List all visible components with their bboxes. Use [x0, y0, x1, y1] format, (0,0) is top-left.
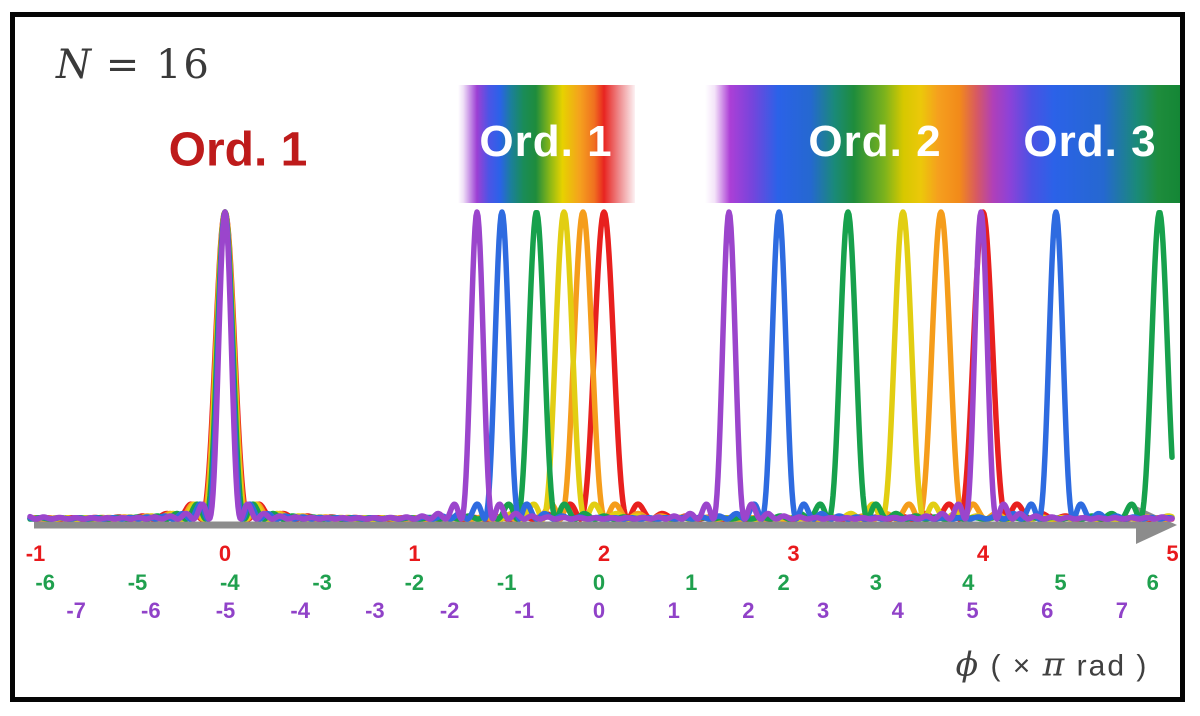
tick-label-violet-scale: 5	[966, 598, 979, 623]
tick-label-violet-scale: 1	[667, 598, 680, 623]
tick-label-green-scale: -2	[404, 570, 425, 595]
spectrum-bar-order-1-spectrum: Ord. 1	[458, 85, 635, 203]
axis-units-close: rad )	[1066, 649, 1149, 683]
tick-label-violet-scale: -2	[439, 598, 460, 623]
tick-label-green-scale: 0	[592, 570, 606, 595]
tick-label-green-scale: -4	[220, 570, 240, 595]
tick-label-violet-scale: 0	[592, 598, 606, 623]
axis-units-open: ( ×	[980, 649, 1043, 683]
tick-label-red-scale: 4	[976, 541, 990, 566]
n-symbol: N	[56, 42, 91, 88]
spectrum-bar-order-2-3-overlap-spectrum: Ord. 2 Ord. 3	[705, 85, 1185, 203]
tick-label-red-scale: -1	[25, 541, 46, 566]
tick-label-green-scale: -3	[312, 570, 332, 595]
tick-label-green-scale: 4	[962, 570, 975, 595]
tick-label-red-scale: 3	[787, 541, 800, 566]
tick-label-violet-scale: -7	[66, 598, 86, 623]
tick-label-violet-scale: -1	[514, 598, 535, 623]
tick-label-violet-scale: 2	[742, 598, 755, 623]
tick-label-red-scale: 2	[597, 541, 611, 566]
x-axis-title: ϕ ( × π rad )	[956, 645, 1149, 684]
spectrum-bar-label: Ord. 1	[479, 117, 613, 166]
tick-label-red-scale: 1	[408, 541, 421, 566]
tick-label-violet-scale: -4	[290, 598, 310, 623]
spectrum-bar-label: Ord. 2	[808, 117, 942, 166]
tick-label-green-scale: 6	[1146, 570, 1159, 595]
tick-label-violet-scale: -5	[215, 598, 236, 623]
tick-label-green-scale: -6	[35, 570, 55, 595]
tick-label-red-scale: 0	[218, 541, 232, 566]
n-value: = 16	[91, 42, 211, 88]
tick-label-red-scale: 5	[1166, 541, 1179, 566]
tick-label-green-scale: 2	[777, 570, 790, 595]
phi-symbol: ϕ	[955, 644, 981, 684]
tick-label-violet-scale: -6	[141, 598, 161, 623]
tick-label-green-scale: 1	[685, 570, 698, 595]
tick-label-violet-scale: 4	[891, 598, 904, 623]
curve-violet	[27, 209, 1175, 522]
pi-symbol: π	[1042, 644, 1067, 684]
tick-label-violet-scale: 6	[1041, 598, 1054, 623]
spectrum-bar-label: Ord. 3	[1023, 117, 1157, 166]
tick-label-violet-scale: 7	[1115, 598, 1129, 623]
tick-label-green-scale: 3	[869, 570, 883, 595]
tick-label-green-scale: -5	[127, 570, 148, 595]
tick-label-violet-scale: 3	[816, 598, 830, 623]
tick-label-violet-scale: -3	[365, 598, 385, 623]
slit-count-label: N = 16	[56, 42, 211, 88]
tick-label-green-scale: 5	[1054, 570, 1067, 595]
tick-label-green-scale: -1	[496, 570, 517, 595]
order-1-central-label: Ord. 1	[168, 123, 308, 177]
